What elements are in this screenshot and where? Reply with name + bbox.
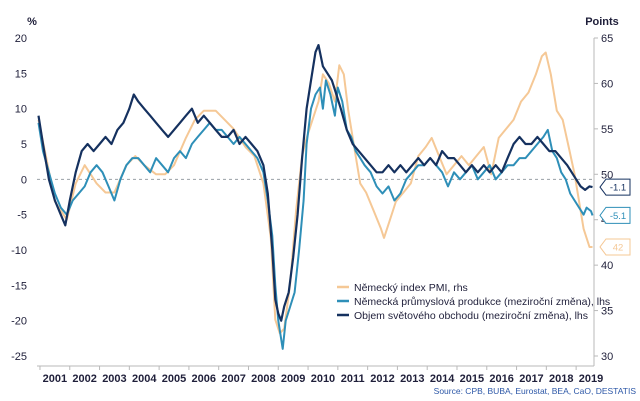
- left-axis-label: %: [27, 16, 37, 28]
- x-tick-label: 2001: [43, 373, 67, 385]
- right-tick-label: 50: [601, 169, 613, 181]
- x-tick-label: 2004: [132, 373, 157, 385]
- x-tick-label: 2003: [102, 373, 126, 385]
- x-tick-label: 2002: [72, 373, 96, 385]
- x-tick-label: 2019: [579, 373, 603, 385]
- left-tick-label: -5: [17, 210, 27, 222]
- x-tick-label: 2014: [430, 373, 455, 385]
- right-tick-label: 40: [601, 260, 613, 272]
- end-badge-3: -1.1: [599, 178, 631, 196]
- legend: Německý index PMI, rhs Německá průmyslová…: [337, 282, 610, 322]
- right-axis-ticks: 6560555045403530: [594, 33, 613, 363]
- right-tick-label: 60: [601, 78, 613, 90]
- source-note: Source: CPB, BUBA, Eurostat, BEA, CaO, D…: [434, 386, 637, 396]
- left-tick-label: -20: [11, 316, 27, 328]
- legend-label-2: Německá průmyslová produkce (meziroční z…: [354, 296, 610, 308]
- legend-label-1: Německý index PMI, rhs: [354, 282, 468, 294]
- x-tick-label: 2015: [460, 373, 484, 385]
- right-tick-label: 30: [601, 351, 613, 363]
- left-tick-label: 15: [15, 68, 27, 80]
- end-badge-label: -1.1: [610, 183, 626, 194]
- x-tick-label: 2013: [400, 373, 424, 385]
- x-tick-label: 2012: [370, 373, 394, 385]
- x-tick-label: 2005: [162, 373, 186, 385]
- series-line-1: [37, 51, 593, 335]
- right-axis-label: Points: [585, 16, 619, 28]
- end-badge-box: [599, 206, 631, 224]
- series-line-2: [37, 79, 594, 350]
- end-badge-box: [599, 178, 631, 196]
- left-tick-label: -10: [11, 245, 27, 257]
- x-axis-ticks: 2001 2002 2003 2004 2005 2006 2007 2008 2009 2010…: [39, 366, 603, 385]
- end-value-badges: 42 -5.1 -1.1: [599, 178, 631, 256]
- left-tick-label: -25: [11, 351, 27, 363]
- x-tick-label: 2018: [549, 373, 573, 385]
- series-line-3: [37, 44, 593, 322]
- legend-label-3: Objem světového obchodu (meziroční změna…: [354, 310, 588, 322]
- left-tick-label: 5: [21, 139, 27, 151]
- x-tick-label: 2006: [192, 373, 216, 385]
- left-tick-label: 0: [21, 174, 27, 186]
- end-badge-label: -5.1: [610, 211, 626, 222]
- x-tick-label: 2017: [519, 373, 543, 385]
- end-badge-2: -5.1: [599, 206, 631, 224]
- x-tick-label: 2008: [251, 373, 275, 385]
- end-badge-1: 42: [599, 238, 631, 256]
- end-badge-label: 42: [613, 242, 624, 253]
- left-tick-label: 20: [15, 33, 27, 45]
- x-tick-label: 2016: [489, 373, 513, 385]
- left-axis-ticks: 20 15 10 5 0 -5 -10 -15 -20 -25: [11, 33, 27, 363]
- x-tick-label: 2007: [221, 373, 245, 385]
- left-tick-label: 10: [15, 104, 27, 116]
- series-lines: [37, 44, 594, 350]
- x-tick-label: 2011: [341, 373, 365, 385]
- end-badge-box: [599, 238, 631, 256]
- right-tick-label: 35: [601, 306, 613, 318]
- right-tick-label: 65: [601, 33, 613, 45]
- x-tick-label: 2010: [311, 373, 335, 385]
- right-tick-label: 55: [601, 124, 613, 136]
- left-tick-label: -15: [11, 280, 27, 292]
- x-tick-label: 2009: [281, 373, 305, 385]
